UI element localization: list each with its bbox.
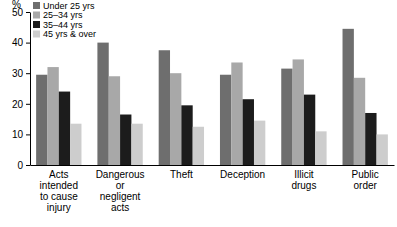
- tick-label-line: Acts: [49, 169, 68, 180]
- tick-label: Theft: [170, 169, 193, 180]
- bar: [109, 76, 120, 165]
- tick-label: 40: [12, 37, 24, 48]
- x-axis: Actsintendedto causeinjury Dangerousorneg…: [31, 165, 395, 213]
- tick: Dangerousornegligentacts: [96, 165, 145, 213]
- bar: [315, 131, 326, 165]
- axis-line: [30, 13, 31, 166]
- tick: Theft: [170, 165, 193, 180]
- tick: Illicitdrugs: [291, 165, 316, 191]
- tick: 20: [12, 99, 30, 110]
- tick-label-line: acts: [111, 202, 129, 213]
- bar: [220, 75, 231, 165]
- bar: [131, 124, 142, 165]
- tick-label: 0: [17, 160, 23, 171]
- bar: [365, 113, 376, 165]
- legend-swatch: [33, 21, 40, 28]
- tick-label-line: Dangerous: [96, 169, 145, 180]
- tick-label-line: order: [354, 180, 378, 191]
- tick-label: Actsintendedto causeinjury: [40, 169, 79, 213]
- bar: [254, 121, 265, 165]
- bar: [193, 127, 204, 165]
- tick-label: Illicitdrugs: [291, 169, 316, 191]
- tick-label-line: or: [116, 180, 126, 191]
- tick-label: Deception: [220, 169, 265, 180]
- legend-label: 35–44 yrs: [43, 20, 83, 30]
- tick-mark: [26, 73, 30, 74]
- tick-mark: [26, 104, 30, 105]
- bar: [70, 124, 81, 165]
- tick-label: 10: [12, 129, 24, 140]
- tick-label: Publicorder: [352, 169, 379, 191]
- bar: [293, 59, 304, 165]
- tick-mark: [26, 165, 30, 166]
- tick-label-line: intended: [40, 180, 78, 191]
- tick-mark: [26, 134, 30, 135]
- bars: [36, 29, 388, 165]
- tick-label-line: injury: [47, 202, 71, 213]
- tick: 30: [12, 68, 30, 79]
- bar: [120, 115, 131, 165]
- tick-label-line: Illicit: [294, 169, 314, 180]
- bar: [181, 105, 192, 165]
- tick: Publicorder: [352, 165, 379, 191]
- bar: [281, 69, 292, 165]
- tick-label: Dangerousornegligentacts: [96, 169, 145, 213]
- legend-swatch: [33, 2, 40, 9]
- axis-title: %: [12, 0, 21, 10]
- tick-label-line: to cause: [40, 191, 78, 202]
- y-axis: 01020304050: [12, 7, 31, 171]
- tick-label-line: Public: [352, 169, 379, 180]
- legend-swatch: [33, 12, 40, 19]
- bar: [97, 43, 108, 165]
- bar: [59, 92, 70, 165]
- tick: Actsintendedto causeinjury: [40, 165, 79, 213]
- tick-label-line: negligent: [100, 191, 141, 202]
- legend-entry: Under 25 yrs: [33, 1, 95, 11]
- legend-entry: 35–44 yrs: [33, 20, 83, 30]
- series-bars: [70, 121, 388, 165]
- legend-label: 45 yrs & over: [43, 29, 96, 39]
- tick-label: 30: [12, 68, 24, 79]
- tick-label-line: Theft: [170, 169, 193, 180]
- legend: Under 25 yrs25–34 yrs35–44 yrs45 yrs & o…: [33, 1, 96, 40]
- bar: [243, 99, 254, 165]
- series-bars: [59, 92, 377, 165]
- bar: [231, 62, 242, 165]
- tick: Deception: [220, 165, 265, 180]
- tick-label-line: drugs: [291, 180, 316, 191]
- series-bars: [36, 29, 354, 165]
- tick-label: 20: [12, 99, 24, 110]
- tick: 0: [17, 160, 30, 171]
- bar: [47, 67, 58, 165]
- legend-label: 25–34 yrs: [43, 10, 83, 20]
- tick: 10: [12, 129, 30, 140]
- bar: [159, 50, 170, 165]
- legend-swatch: [33, 31, 40, 38]
- tick-label-line: Deception: [220, 169, 265, 180]
- bar: [377, 134, 388, 165]
- bar: [170, 73, 181, 165]
- tick-mark: [26, 43, 30, 44]
- bar: [36, 75, 47, 165]
- tick-mark: [26, 12, 30, 13]
- legend-entry: 45 yrs & over: [33, 29, 96, 39]
- axis-line: [31, 165, 395, 166]
- chart: 01020304050%Actsintendedto causeinjuryDa…: [0, 0, 397, 227]
- legend-label: Under 25 yrs: [43, 1, 95, 11]
- tick: 40: [12, 37, 30, 48]
- bar: [343, 29, 354, 165]
- series-bars: [47, 59, 365, 165]
- bar: [354, 78, 365, 165]
- legend-entry: 25–34 yrs: [33, 10, 83, 20]
- bar: [304, 95, 315, 165]
